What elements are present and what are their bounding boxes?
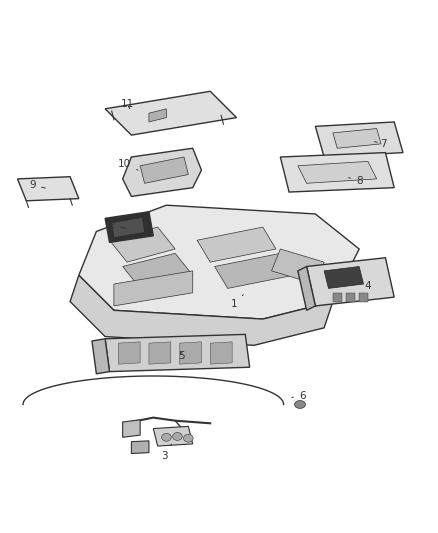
Ellipse shape — [184, 434, 193, 442]
Polygon shape — [131, 441, 149, 454]
Polygon shape — [149, 109, 166, 122]
Text: 1: 1 — [231, 295, 244, 309]
Polygon shape — [140, 157, 188, 183]
Polygon shape — [324, 266, 364, 288]
Ellipse shape — [162, 433, 171, 441]
Text: 3: 3 — [161, 444, 172, 461]
Polygon shape — [215, 253, 293, 288]
Polygon shape — [153, 426, 193, 446]
Text: 9: 9 — [29, 181, 46, 190]
Polygon shape — [315, 122, 403, 157]
Polygon shape — [105, 212, 153, 243]
Polygon shape — [346, 293, 355, 302]
Polygon shape — [210, 342, 232, 364]
Polygon shape — [123, 148, 201, 197]
Polygon shape — [359, 293, 368, 302]
Polygon shape — [70, 275, 333, 345]
Polygon shape — [307, 258, 394, 306]
Polygon shape — [149, 342, 171, 364]
Polygon shape — [123, 420, 140, 437]
Text: 11: 11 — [120, 100, 134, 109]
Text: 6: 6 — [292, 391, 306, 401]
Polygon shape — [298, 266, 315, 310]
Polygon shape — [114, 271, 193, 306]
Polygon shape — [298, 161, 377, 183]
Text: 8: 8 — [349, 176, 363, 186]
Polygon shape — [105, 334, 250, 372]
Text: 4: 4 — [359, 281, 371, 291]
Text: 7: 7 — [374, 139, 387, 149]
Polygon shape — [333, 128, 381, 148]
Polygon shape — [280, 152, 394, 192]
Polygon shape — [197, 227, 276, 262]
Polygon shape — [18, 177, 79, 201]
Polygon shape — [118, 342, 140, 364]
Polygon shape — [180, 342, 201, 364]
Polygon shape — [110, 227, 175, 262]
Polygon shape — [105, 91, 237, 135]
Ellipse shape — [173, 432, 182, 440]
Text: 10: 10 — [118, 159, 138, 170]
Polygon shape — [123, 253, 193, 288]
Polygon shape — [272, 249, 324, 284]
Text: 2: 2 — [108, 220, 127, 230]
Polygon shape — [333, 293, 342, 302]
Polygon shape — [112, 217, 145, 238]
Polygon shape — [79, 205, 359, 319]
Polygon shape — [92, 339, 110, 374]
Text: 5: 5 — [178, 351, 185, 361]
Ellipse shape — [294, 400, 306, 408]
